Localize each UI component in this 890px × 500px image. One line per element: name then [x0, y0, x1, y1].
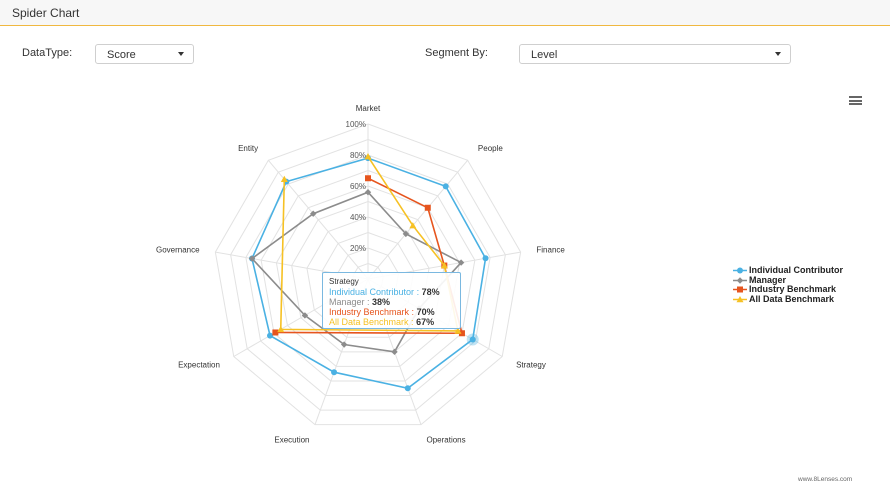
- data-point: [364, 189, 372, 196]
- credit-text[interactable]: www.8Lenses.com: [798, 476, 853, 483]
- axis-label-strategy: Strategy: [516, 361, 546, 370]
- chevron-down-icon: [775, 52, 781, 56]
- datatype-select[interactable]: Score: [95, 44, 194, 64]
- legend-label: Manager: [749, 274, 787, 285]
- legend-label: Industry Benchmark: [749, 284, 837, 294]
- grid-ring: [291, 200, 445, 353]
- panel-header: Spider Chart: [0, 0, 890, 26]
- data-point: [737, 286, 743, 293]
- tooltip-separator: :: [409, 307, 417, 317]
- data-point: [736, 295, 744, 302]
- legend-label: All Data Benchmark: [749, 293, 835, 304]
- tick-label: 80%: [350, 151, 366, 160]
- data-point: [737, 267, 743, 274]
- datatype-select-value: Score: [107, 49, 136, 61]
- panel-title: Spider Chart: [12, 6, 80, 20]
- axis-label-entity: Entity: [238, 144, 258, 153]
- axis-label-finance: Finance: [536, 245, 565, 254]
- tooltip-row: Manager : 38%: [329, 297, 454, 307]
- axis-label-expectation: Expectation: [178, 361, 220, 370]
- chart-legend: Individual Contributor Manager Industry Be…: [733, 265, 843, 305]
- segment-select-value: Level: [531, 49, 558, 61]
- grid-ring: [214, 123, 522, 426]
- data-point: [340, 341, 348, 348]
- axis-label-operations: Operations: [426, 436, 465, 445]
- data-point: [365, 175, 371, 182]
- chart-tooltip: Strategy Individual Contributor : 78% Man…: [322, 272, 461, 329]
- series-line: [251, 157, 487, 390]
- data-point: [469, 336, 476, 343]
- data-point: [331, 369, 338, 376]
- data-point: [310, 210, 317, 217]
- data-point: [391, 348, 398, 356]
- axis-label-market: Market: [356, 104, 381, 113]
- data-point: [442, 183, 449, 190]
- data-point: [402, 230, 410, 238]
- legend-symbol: [733, 295, 747, 302]
- tooltip-separator: :: [364, 297, 373, 307]
- data-point: [458, 330, 465, 337]
- grid-ring: [245, 154, 491, 397]
- data-point: [736, 276, 744, 284]
- tooltip-separator: :: [414, 287, 422, 297]
- tooltip-value: 67%: [416, 317, 435, 327]
- tooltip-row: Individual Contributor : 78%: [329, 287, 454, 297]
- grid-ring: [230, 138, 506, 411]
- axis-label-governance: Governance: [156, 245, 200, 254]
- data-point: [404, 385, 411, 392]
- data-point: [424, 204, 431, 211]
- legend-item[interactable]: Individual Contributor: [733, 265, 843, 276]
- grid-ring: [275, 185, 461, 367]
- hamburger-icon[interactable]: [849, 96, 862, 105]
- data-point: [457, 259, 465, 266]
- tick-label: 40%: [350, 213, 366, 222]
- tooltip-series-name: Industry Benchmark: [329, 307, 410, 317]
- tick-label: 100%: [346, 120, 366, 129]
- chart-axis-labels: Market People Finance Strategy Operations Exe…: [156, 104, 565, 445]
- hover-halo: [466, 333, 479, 346]
- data-point: [272, 329, 279, 336]
- chevron-down-icon: [178, 52, 184, 56]
- legend-item[interactable]: All Data Benchmark: [733, 293, 843, 305]
- data-point: [267, 332, 274, 339]
- grid-spoke: [367, 159, 469, 280]
- tooltip-value: 70%: [416, 307, 435, 317]
- datatype-label: DataType:: [22, 47, 73, 59]
- tooltip-row: Industry Benchmark : 70%: [329, 307, 454, 317]
- data-point: [277, 325, 285, 333]
- tooltip-series-name: All Data Benchmark: [329, 317, 409, 327]
- data-point: [248, 255, 256, 262]
- data-point: [364, 153, 372, 160]
- tooltip-series-name: Manager: [329, 297, 365, 307]
- legend-item[interactable]: Manager: [733, 274, 843, 286]
- tooltip-series-name: Individual Contributor: [329, 287, 415, 297]
- tick-label: 20%: [350, 244, 366, 253]
- data-point: [482, 255, 489, 262]
- data-point: [409, 222, 417, 229]
- tooltip-category: Strategy: [329, 277, 359, 286]
- segment-label: Segment By:: [425, 47, 488, 59]
- legend-label: Individual Contributor: [749, 265, 843, 275]
- tick-label: 60%: [350, 182, 366, 191]
- grid-ring: [306, 216, 430, 338]
- tooltip-value: 38%: [372, 297, 391, 307]
- data-point: [454, 327, 462, 334]
- data-point: [280, 175, 288, 183]
- axis-label-execution: Execution: [274, 436, 309, 445]
- grid-ring: [260, 169, 476, 382]
- axis-label-people: People: [478, 144, 503, 153]
- legend-item[interactable]: Industry Benchmark: [733, 284, 843, 295]
- chart-tick-labels: 20% 40% 60% 80% 100%: [346, 120, 366, 253]
- tooltip-row: All Data Benchmark : 67%: [329, 317, 454, 327]
- legend-symbol: [733, 276, 747, 284]
- legend-symbol: [733, 286, 747, 293]
- data-point: [301, 312, 309, 319]
- legend-symbol: [733, 267, 747, 274]
- tooltip-separator: :: [408, 317, 417, 327]
- tooltip-value: 78%: [421, 287, 440, 297]
- segment-select[interactable]: Level: [519, 44, 791, 64]
- data-point: [440, 262, 448, 269]
